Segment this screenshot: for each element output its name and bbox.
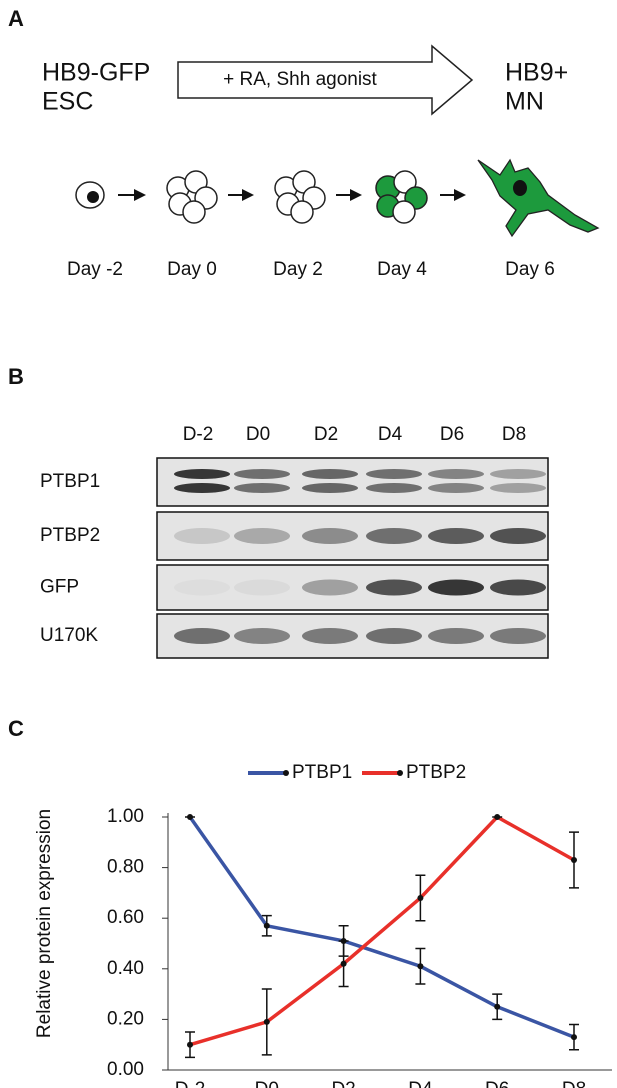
blot-frame [156,511,549,561]
band [234,483,290,493]
band [302,528,358,544]
y-axis-label: Relative protein expression [34,809,55,1038]
start-label: ESC [42,88,93,116]
day-label: Day 2 [273,259,323,280]
data-point [263,922,270,929]
legend-label: PTBP1 [292,762,352,783]
data-point [417,963,424,970]
x-tick-label: D6 [485,1079,509,1088]
process-arrow [177,44,474,116]
y-tick-label: 0.20 [107,1008,144,1029]
row-label: PTBP2 [40,525,100,546]
legend-label: PTBP2 [406,762,466,783]
day-label: Day 4 [377,259,427,280]
band [490,483,546,493]
day-label: Day 0 [167,259,217,280]
legend-marker [283,770,289,776]
x-tick-label: D-2 [175,1079,206,1088]
line-chart: 0.00 0.20 0.40 0.60 0.80 1.00 D-2 D0 D2 D4 D6 D8 Rel… [34,762,612,1088]
band [366,628,422,644]
data-point [571,1034,577,1041]
band [174,469,230,479]
lane-label: D2 [314,424,338,445]
lane-label: D0 [246,424,270,445]
y-tick-label: 0.80 [107,857,144,878]
lane-label: D-2 [183,424,214,445]
band [302,469,358,479]
x-tick-label: D8 [562,1079,586,1088]
lane-label: D4 [378,424,403,445]
x-tick-label: D0 [255,1079,279,1088]
band [234,528,290,544]
row-label: U170K [40,625,98,646]
start-label: HB9-GFP [42,59,150,87]
band [174,580,230,596]
row-label: GFP [40,577,79,598]
band [366,528,422,544]
band [302,628,358,644]
data-point [417,894,424,901]
band [490,628,546,644]
band [428,469,484,479]
data-point [340,960,347,967]
data-point [263,1018,270,1025]
series-line [189,814,575,1047]
end-label: HB9+ [505,59,568,87]
lane-label: D8 [502,424,526,445]
western-blot: D-2 D0 D2 D4 D6 D8 PTBP1 PTBP2 GFP U170K [40,424,549,659]
band [174,483,230,493]
band [366,469,422,479]
panel-label: A [8,6,24,31]
data-point [494,814,501,820]
band [490,579,546,596]
band [428,579,484,596]
band [234,579,290,596]
legend-marker [397,770,403,776]
band [366,483,422,493]
y-tick-label: 0.40 [107,958,144,979]
band [234,628,290,644]
band [428,483,484,493]
data-point [494,1003,501,1010]
lane-label: D6 [440,424,464,445]
x-tick-label: D2 [331,1079,355,1088]
band [428,528,484,544]
band [490,469,546,479]
treatment: + RA, Shh agonist [223,69,377,90]
row-label: PTBP1 [40,471,100,492]
series-line [188,815,575,1039]
band [174,528,230,544]
panel-label: B [8,364,24,389]
y-tick-label: 0.60 [107,907,144,928]
band [174,628,230,644]
band [234,469,290,479]
panel-label: C [8,716,24,741]
data-point [571,857,577,864]
y-tick-label: 0.00 [107,1059,144,1080]
band [366,579,422,596]
x-tick-label: D4 [408,1079,433,1088]
band [428,628,484,644]
blot-frame [156,457,549,507]
data-point [187,1041,193,1048]
cell-diagram [75,158,600,238]
y-tick-label: 1.00 [107,806,144,827]
day-label: Day 6 [505,259,555,280]
band [302,579,358,596]
day-label: Day -2 [67,259,123,280]
band [302,483,358,493]
data-point [187,814,193,820]
end-label: MN [505,88,544,116]
band [490,528,546,544]
